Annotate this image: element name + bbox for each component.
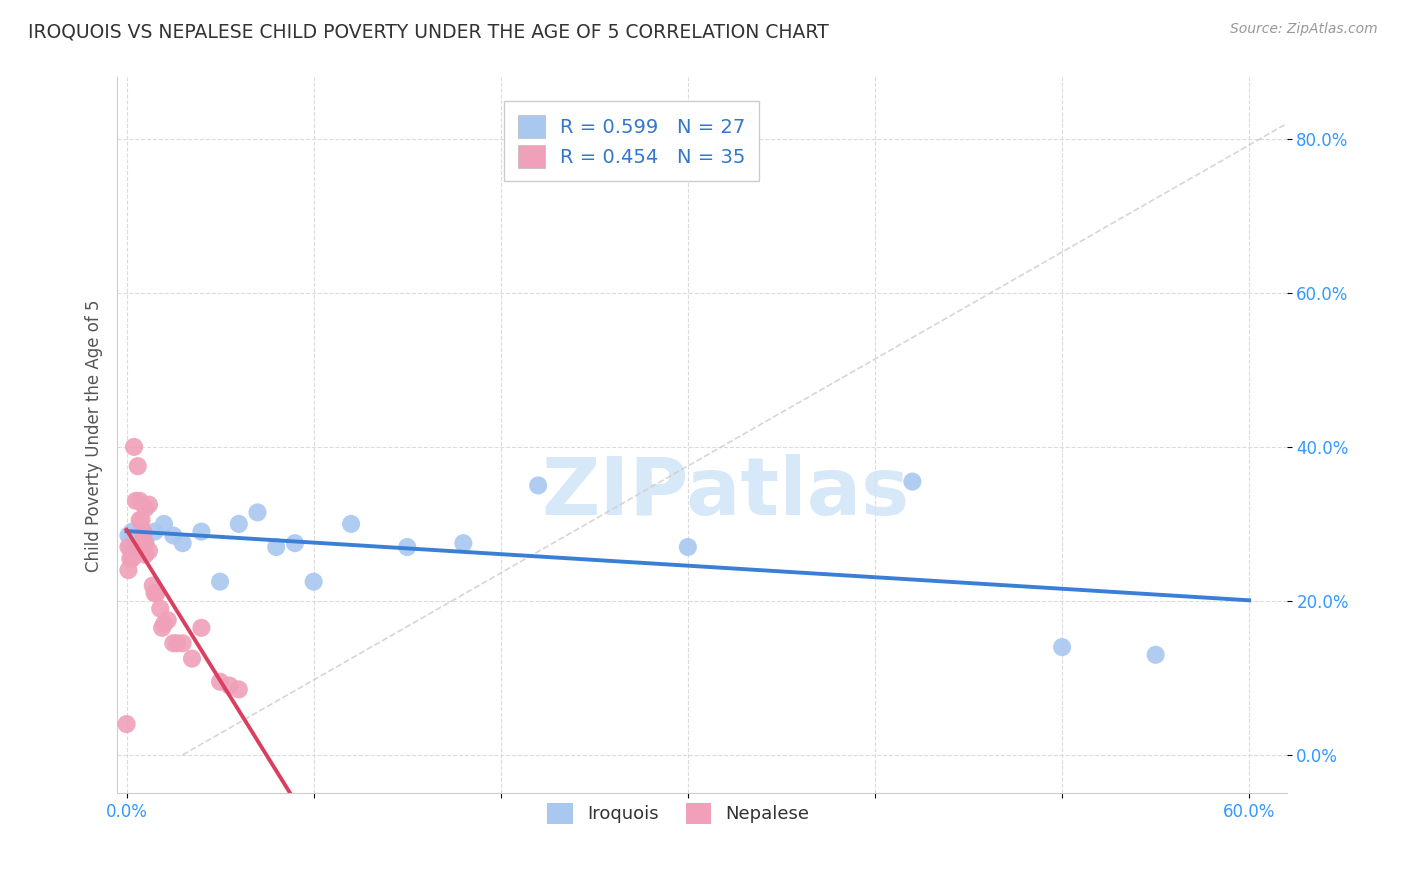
- Point: [190, 621, 212, 635]
- Point: [142, 578, 165, 592]
- Point: [302, 574, 325, 589]
- Point: [115, 717, 138, 731]
- Point: [172, 536, 194, 550]
- Point: [150, 621, 173, 635]
- Point: [128, 536, 150, 550]
- Y-axis label: Child Poverty Under the Age of 5: Child Poverty Under the Age of 5: [86, 299, 103, 572]
- Point: [149, 601, 172, 615]
- Point: [121, 524, 143, 539]
- Point: [143, 586, 166, 600]
- Text: ZIPatlas: ZIPatlas: [541, 454, 910, 532]
- Point: [128, 493, 150, 508]
- Point: [156, 613, 179, 627]
- Point: [127, 459, 149, 474]
- Point: [1050, 640, 1073, 654]
- Point: [134, 536, 156, 550]
- Point: [264, 540, 287, 554]
- Point: [145, 586, 167, 600]
- Point: [122, 440, 145, 454]
- Text: IROQUOIS VS NEPALESE CHILD POVERTY UNDER THE AGE OF 5 CORRELATION CHART: IROQUOIS VS NEPALESE CHILD POVERTY UNDER…: [28, 22, 830, 41]
- Point: [153, 516, 176, 531]
- Point: [143, 524, 166, 539]
- Point: [131, 524, 153, 539]
- Point: [120, 551, 142, 566]
- Point: [125, 493, 148, 508]
- Point: [901, 475, 924, 489]
- Point: [125, 528, 148, 542]
- Point: [121, 551, 143, 566]
- Point: [117, 563, 139, 577]
- Point: [340, 516, 363, 531]
- Point: [453, 536, 475, 550]
- Point: [246, 505, 269, 519]
- Point: [134, 536, 156, 550]
- Point: [132, 524, 155, 539]
- Point: [166, 636, 188, 650]
- Point: [134, 501, 156, 516]
- Legend: Iroquois, Nepalese: Iroquois, Nepalese: [537, 792, 821, 834]
- Point: [209, 574, 232, 589]
- Point: [527, 478, 550, 492]
- Point: [128, 513, 150, 527]
- Point: [209, 674, 232, 689]
- Point: [228, 516, 250, 531]
- Point: [172, 636, 194, 650]
- Point: [153, 617, 176, 632]
- Point: [138, 498, 160, 512]
- Point: [396, 540, 419, 554]
- Point: [162, 528, 184, 542]
- Point: [128, 540, 150, 554]
- Point: [132, 528, 155, 542]
- Point: [121, 544, 143, 558]
- Point: [228, 682, 250, 697]
- Point: [676, 540, 699, 554]
- Point: [1144, 648, 1167, 662]
- Point: [132, 533, 155, 547]
- Point: [117, 540, 139, 554]
- Point: [134, 548, 156, 562]
- Point: [218, 679, 240, 693]
- Text: Source: ZipAtlas.com: Source: ZipAtlas.com: [1230, 22, 1378, 37]
- Point: [181, 651, 204, 665]
- Point: [131, 513, 153, 527]
- Point: [120, 540, 142, 554]
- Point: [284, 536, 307, 550]
- Point: [117, 528, 139, 542]
- Point: [138, 544, 160, 558]
- Point: [190, 524, 212, 539]
- Point: [162, 636, 184, 650]
